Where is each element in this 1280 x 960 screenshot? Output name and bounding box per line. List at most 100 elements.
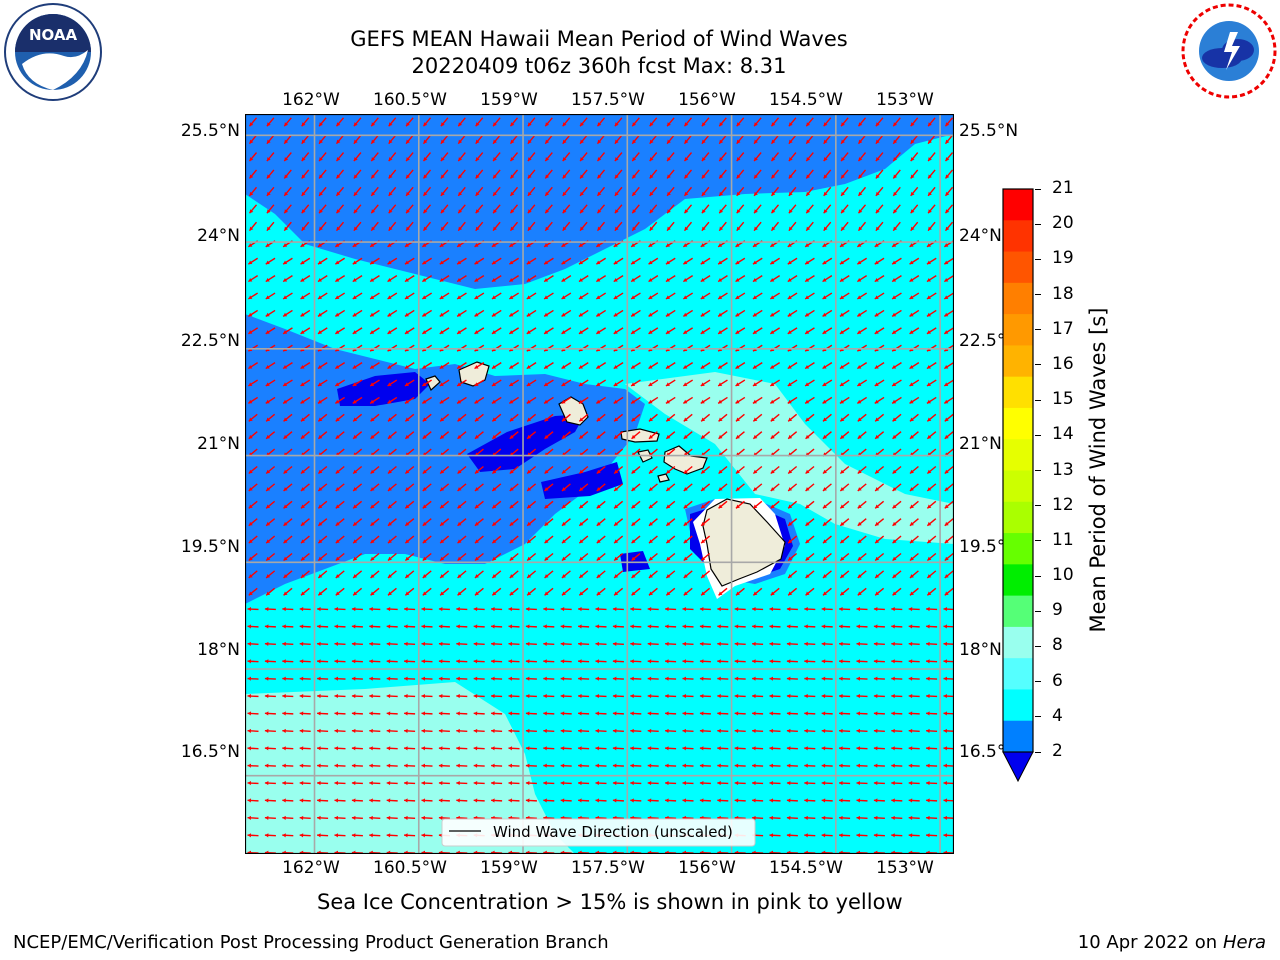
wave-direction-arrow xyxy=(404,552,415,562)
wave-direction-arrow xyxy=(631,552,641,562)
wave-direction-arrow xyxy=(839,535,850,544)
wave-direction-arrow xyxy=(839,781,851,786)
wave-direction-arrow xyxy=(578,781,590,786)
wave-direction-arrow xyxy=(578,711,590,716)
wave-direction-arrow xyxy=(891,396,902,404)
wave-direction-arrow xyxy=(944,152,954,162)
wave-direction-arrow xyxy=(718,483,728,492)
colorbar-tick-mark xyxy=(1035,681,1041,683)
wave-direction-arrow xyxy=(474,500,484,509)
wave-direction-arrow xyxy=(473,676,485,681)
wave-direction-arrow xyxy=(926,763,938,768)
field-blue-north xyxy=(245,114,954,289)
wave-direction-arrow xyxy=(422,134,432,145)
wave-direction-arrow xyxy=(248,552,258,562)
wave-direction-arrow xyxy=(683,431,693,440)
lon-tick-top-7: 153°W xyxy=(876,90,934,110)
wave-direction-arrow xyxy=(944,535,954,544)
wave-direction-arrow xyxy=(873,624,885,629)
wave-direction-arrow xyxy=(752,500,763,509)
wave-direction-arrow xyxy=(370,413,380,422)
wave-direction-arrow xyxy=(247,833,259,838)
wave-direction-arrow xyxy=(943,641,954,646)
wave-direction-arrow xyxy=(700,518,711,527)
wave-direction-arrow xyxy=(248,152,258,162)
wave-direction-arrow xyxy=(892,169,901,179)
wave-direction-arrow xyxy=(370,117,379,127)
wave-direction-arrow xyxy=(508,641,520,646)
wave-direction-arrow xyxy=(578,257,589,265)
wave-direction-arrow xyxy=(283,152,292,162)
wave-direction-arrow xyxy=(561,379,572,387)
wave-direction-arrow xyxy=(735,431,745,440)
wave-direction-arrow xyxy=(683,152,693,162)
wave-direction-arrow xyxy=(682,781,694,786)
wave-direction-arrow xyxy=(822,362,833,370)
lat-tick-left-5: 19.5°N xyxy=(180,537,240,557)
wave-direction-arrow xyxy=(736,152,745,162)
colorbar-tick-label: 10 xyxy=(1052,565,1074,586)
wave-direction-arrow xyxy=(578,587,589,596)
wave-direction-arrow xyxy=(735,309,746,317)
wave-direction-arrow xyxy=(264,624,276,629)
wave-direction-arrow xyxy=(265,500,276,509)
wave-direction-arrow xyxy=(544,152,553,162)
wave-direction-arrow xyxy=(926,535,937,544)
wave-direction-arrow xyxy=(282,659,294,664)
wave-direction-arrow xyxy=(439,587,450,596)
wave-direction-arrow xyxy=(874,292,885,300)
wave-direction-arrow xyxy=(699,781,711,786)
wave-direction-arrow xyxy=(248,413,258,422)
wave-direction-arrow xyxy=(908,711,920,716)
wave-direction-arrow xyxy=(926,746,938,751)
wave-direction-arrow xyxy=(718,431,728,440)
wave-direction-arrow xyxy=(282,607,294,612)
wave-direction-arrow xyxy=(299,728,311,733)
wave-direction-arrow xyxy=(265,292,276,300)
wave-direction-arrow xyxy=(857,465,867,475)
wave-direction-arrow xyxy=(353,204,362,214)
wave-direction-arrow xyxy=(839,624,851,629)
wave-direction-arrow xyxy=(909,292,920,300)
wave-direction-arrow xyxy=(612,728,624,733)
wave-direction-arrow xyxy=(334,676,346,681)
wave-direction-arrow xyxy=(840,204,849,214)
wave-direction-arrow xyxy=(769,275,781,283)
wave-direction-arrow xyxy=(265,518,276,527)
wave-direction-arrow xyxy=(404,292,415,300)
wave-direction-arrow xyxy=(544,221,553,232)
wave-direction-arrow xyxy=(910,134,919,145)
wave-direction-arrow xyxy=(404,413,415,422)
wave-direction-arrow xyxy=(682,607,694,612)
wave-direction-arrow xyxy=(909,396,920,404)
wave-direction-arrow xyxy=(891,327,902,335)
wave-direction-arrow xyxy=(248,465,258,475)
wave-direction-arrow xyxy=(682,746,694,751)
colorbar-tick-mark xyxy=(1035,258,1041,260)
wave-direction-arrow xyxy=(317,641,329,646)
wave-direction-arrow xyxy=(491,518,502,527)
wave-direction-arrow xyxy=(717,659,729,664)
wave-direction-arrow xyxy=(492,169,501,179)
island-niihau xyxy=(425,375,441,391)
colorbar-cell xyxy=(1003,407,1033,440)
wave-direction-arrow xyxy=(734,781,746,786)
wave-direction-arrow xyxy=(821,607,833,612)
wave-direction-arrow xyxy=(300,552,310,562)
wave-direction-arrow xyxy=(683,117,693,127)
wave-direction-arrow xyxy=(335,552,345,562)
wave-direction-arrow xyxy=(804,641,816,646)
wave-direction-arrow xyxy=(317,694,329,699)
wave-direction-arrow xyxy=(265,379,276,387)
wave-direction-arrow xyxy=(473,746,485,751)
footer-date: 10 Apr 2022 on xyxy=(1077,932,1223,953)
wave-direction-arrow xyxy=(718,152,727,162)
wave-direction-arrow xyxy=(822,396,833,404)
wave-direction-arrow xyxy=(909,500,919,509)
footer-right: 10 Apr 2022 on Hera xyxy=(1078,932,1266,953)
wave-direction-arrow xyxy=(787,587,798,596)
wave-direction-arrow xyxy=(265,431,276,440)
wave-direction-arrow xyxy=(405,152,414,162)
wave-direction-arrow xyxy=(769,728,781,733)
wave-direction-arrow xyxy=(682,396,694,404)
